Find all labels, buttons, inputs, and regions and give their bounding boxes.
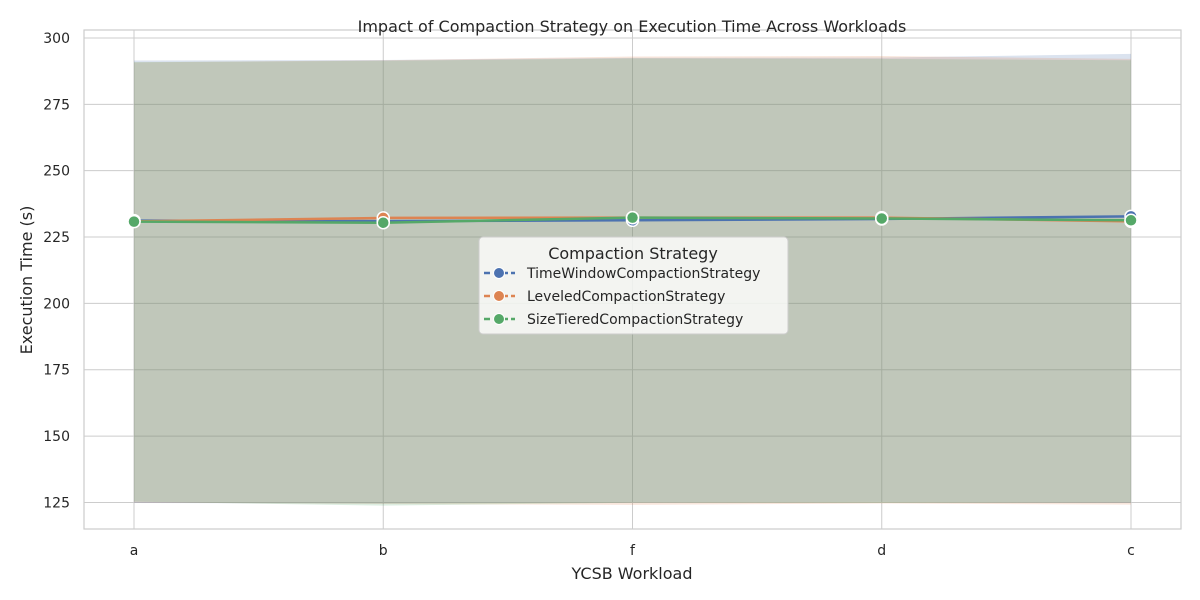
y-tick-label: 175 [43, 363, 70, 379]
y-tick-label: 200 [43, 296, 70, 312]
x-tick-label: a [130, 543, 139, 559]
y-tick-label: 300 [43, 31, 70, 47]
y-tick-labels: 125 150 175 200 225 250 275 300 [43, 31, 70, 511]
legend-items: TimeWindowCompactionStrategy LeveledCompa… [484, 266, 760, 328]
y-tick-label: 275 [43, 97, 70, 113]
x-tick-label: b [379, 543, 388, 559]
legend-label: LeveledCompactionStrategy [527, 289, 725, 305]
legend-marker [493, 313, 505, 325]
legend-title: Compaction Strategy [548, 244, 718, 263]
data-point [625, 210, 640, 225]
legend-label: TimeWindowCompactionStrategy [526, 266, 760, 282]
legend-box [478, 236, 789, 335]
y-tick-label: 150 [43, 429, 70, 445]
x-tick-label: d [877, 543, 886, 559]
series-points [127, 209, 1138, 230]
legend-marker [493, 290, 505, 302]
legend-label: SizeTieredCompactionStrategy [527, 312, 743, 328]
y-tick-label: 225 [43, 230, 70, 246]
y-tick-label: 250 [43, 164, 70, 180]
legend: Compaction Strategy TimeWindowCompaction… [478, 236, 789, 335]
x-tick-label: f [630, 543, 636, 559]
legend-marker [493, 267, 505, 279]
data-point [1124, 213, 1138, 228]
data-point [875, 211, 889, 226]
x-tick-label: c [1127, 543, 1135, 559]
x-axis-label: YCSB Workload [571, 564, 693, 583]
data-point [127, 214, 141, 229]
chart-title: Impact of Compaction Strategy on Executi… [358, 17, 907, 36]
grid-lines [84, 30, 1181, 529]
y-tick-label: 125 [43, 495, 70, 511]
y-axis-label: Execution Time (s) [17, 206, 36, 355]
data-point [376, 215, 390, 230]
